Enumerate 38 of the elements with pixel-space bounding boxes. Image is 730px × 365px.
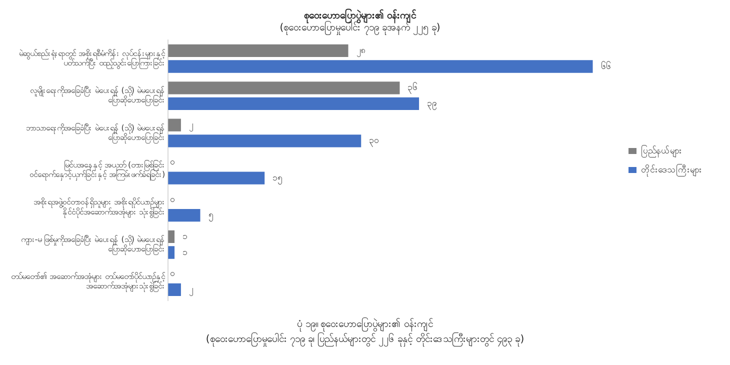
data-label: ၁ xyxy=(182,232,188,242)
bar xyxy=(168,44,348,58)
legend-label: တိုင်းဒေသကြီးများ xyxy=(641,163,702,176)
y-tick-label: ဘာသာရေးကိုအခြေခံပြီး မဲပေးရန် (သို့) မဲမပေးရန် ပြောဆိုဟောပြောခြင်း xyxy=(26,122,166,144)
data-label: ၀ xyxy=(170,269,176,280)
data-label: ၀ xyxy=(170,194,176,205)
data-label: ၂ xyxy=(188,120,193,132)
data-label: ၅ xyxy=(208,210,214,222)
data-label: ၂၈ xyxy=(356,46,366,58)
bar xyxy=(168,82,400,94)
chart-title: စုဝေးဟောပြောပွဲများ၏ ဝန်းကျင် xyxy=(304,10,416,22)
bar xyxy=(168,172,265,184)
chart-subtitle: (စုဝေးဟောပြောမှုပေါင်း ၇၁၉ ခုအနက် ၂၂၅ ခု) xyxy=(280,22,440,34)
bar xyxy=(168,246,175,259)
bar xyxy=(168,60,593,73)
bar xyxy=(168,230,175,244)
data-label: ၁၅ xyxy=(272,173,283,184)
text: ပုံ ၁၉။ စုဝေးဟောပြောပွဲများ၏ ဝန်းကျင် xyxy=(296,317,434,332)
text: (စုဝေးဟောပြောမှုပေါင်း ၇၁၉ ခု၊ ပြည်နယ်များတွင် ၂၂၆ ခုနှင့် တိုင်းဒေသကြီးများတွင် ၄၉၃ ခု) xyxy=(204,332,526,347)
y-tick-label: မြင်ပအနေနှင့် အယုတ် (တားမြစ်ခြင်း ဝင်ရောက်နှောင့်ယှက်ခြင်းနှင့် အကြမ်းဖက်ခံရခြင်း) xyxy=(29,159,166,182)
bar xyxy=(168,208,200,222)
y-tick-label: လူမျိုးရေးကိုအခြေခံပြီး မဲပေးရန် (သို့) မဲမပေးရန် ပြောဆိုဟောပြောခြင်း xyxy=(30,85,166,107)
y-tick-label: ကျား-မ ဖြစ်မှုကိုအခြေခံပြီး မဲပေးရန် (သို့) မဲမပေးရန် ပြောဆိုဟောပြောခြင်း xyxy=(20,234,166,256)
y-tick-label: အစိုးရအဖွဲ့ဝင်တာဝန်ရှိသူများ အစိုးရပိုင်ယာဉ်များ နိုင်ငံပိုင်အဆောက်အအုံများ သုံးစွဲခြင်း xyxy=(34,196,166,218)
data-label: ၃၆ xyxy=(408,82,418,94)
data-label: ၃၉ xyxy=(427,99,438,110)
bar xyxy=(168,118,181,132)
bar xyxy=(168,283,181,296)
data-label: ၁ xyxy=(182,248,188,258)
bar xyxy=(168,134,362,148)
data-label: ၃၀ xyxy=(369,136,380,148)
data-label: ၆၆ xyxy=(600,60,611,72)
y-tick-label: မဲဆွယ်စည်းရုံးရာတွင် အစိုးရစီမံကိန်း လုပ်ငန်းများနှင့် ပတ်သက်ပြီး ထည့်သွင်းပြောကြားခြင်း xyxy=(18,48,166,70)
bar xyxy=(168,97,420,110)
legend-label: ပြည်နယ်များ xyxy=(641,144,682,158)
data-label: ၂ xyxy=(188,285,193,296)
data-label: ၀ xyxy=(170,158,176,168)
y-tick-label: တပ်မတော်၏ အဆောက်အအုံများ တပ်မတော်ပိုင်ယာဉ်နှင့် အဆောက်အအုံများသုံးစွဲခြင်း xyxy=(10,271,166,293)
